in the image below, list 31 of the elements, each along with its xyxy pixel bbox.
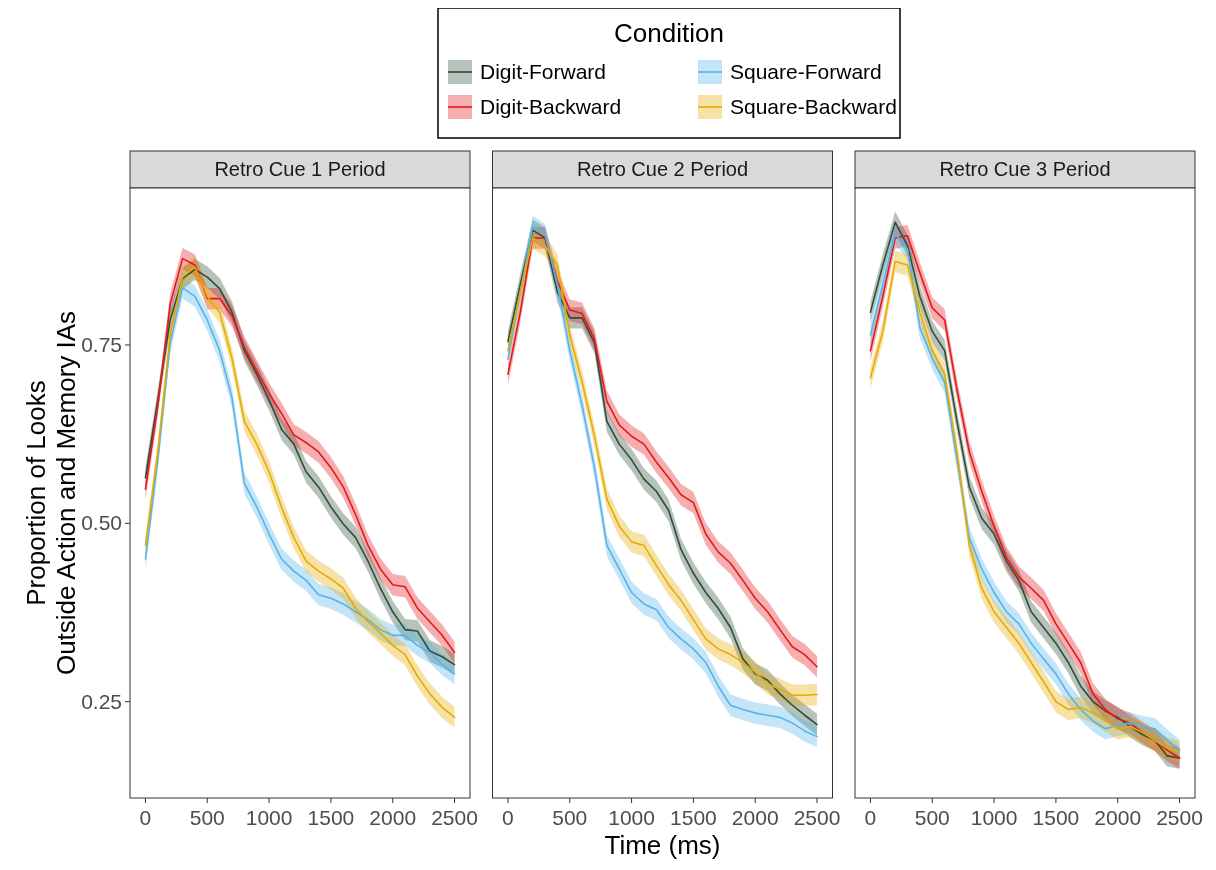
- chart-title: Retro Cue 2 Period: [576, 158, 749, 180]
- chart-title: Retro Cue 1 Period: [214, 158, 386, 180]
- x-tick-label: 2500: [431, 806, 478, 829]
- legend-label: Digit-Backward: [480, 95, 622, 118]
- x-tick-label: 500: [189, 806, 225, 829]
- x-axis-title: Time (ms): [604, 830, 721, 860]
- y-tick-label: 0.50: [81, 511, 122, 535]
- x-tick-label: 2500: [1156, 806, 1203, 829]
- legend-label: Square-Forward: [730, 60, 882, 83]
- x-tick-label: 0: [139, 806, 152, 829]
- x-tick-label: 2000: [731, 806, 779, 829]
- x-tick-label: 2500: [793, 806, 841, 829]
- legend-label: Digit-Forward: [480, 60, 607, 83]
- x-tick-label: 1000: [608, 806, 655, 829]
- y-tick-label: 0.75: [81, 332, 122, 356]
- x-tick-label: 1500: [1032, 806, 1080, 829]
- x-tick-label: 1500: [670, 806, 717, 829]
- x-tick-label: 1500: [307, 806, 355, 829]
- x-tick-label: 2000: [1094, 806, 1142, 829]
- x-tick-label: 0: [502, 806, 514, 829]
- chart-title: Retro Cue 3 Period: [939, 158, 1111, 180]
- y-axis-title: Proportion of Looks Outside Action and Memory IAs: [21, 310, 81, 676]
- x-tick-label: 2000: [369, 806, 417, 829]
- legend-title: Condition: [614, 18, 724, 48]
- x-tick-label: 500: [552, 806, 588, 829]
- legend-label: Square-Backward: [730, 95, 897, 118]
- y-tick-label: 0.25: [81, 689, 122, 713]
- x-tick-label: 0: [864, 806, 877, 829]
- x-tick-label: 500: [914, 806, 950, 829]
- x-tick-label: 1000: [970, 806, 1018, 829]
- x-tick-label: 1000: [245, 806, 293, 829]
